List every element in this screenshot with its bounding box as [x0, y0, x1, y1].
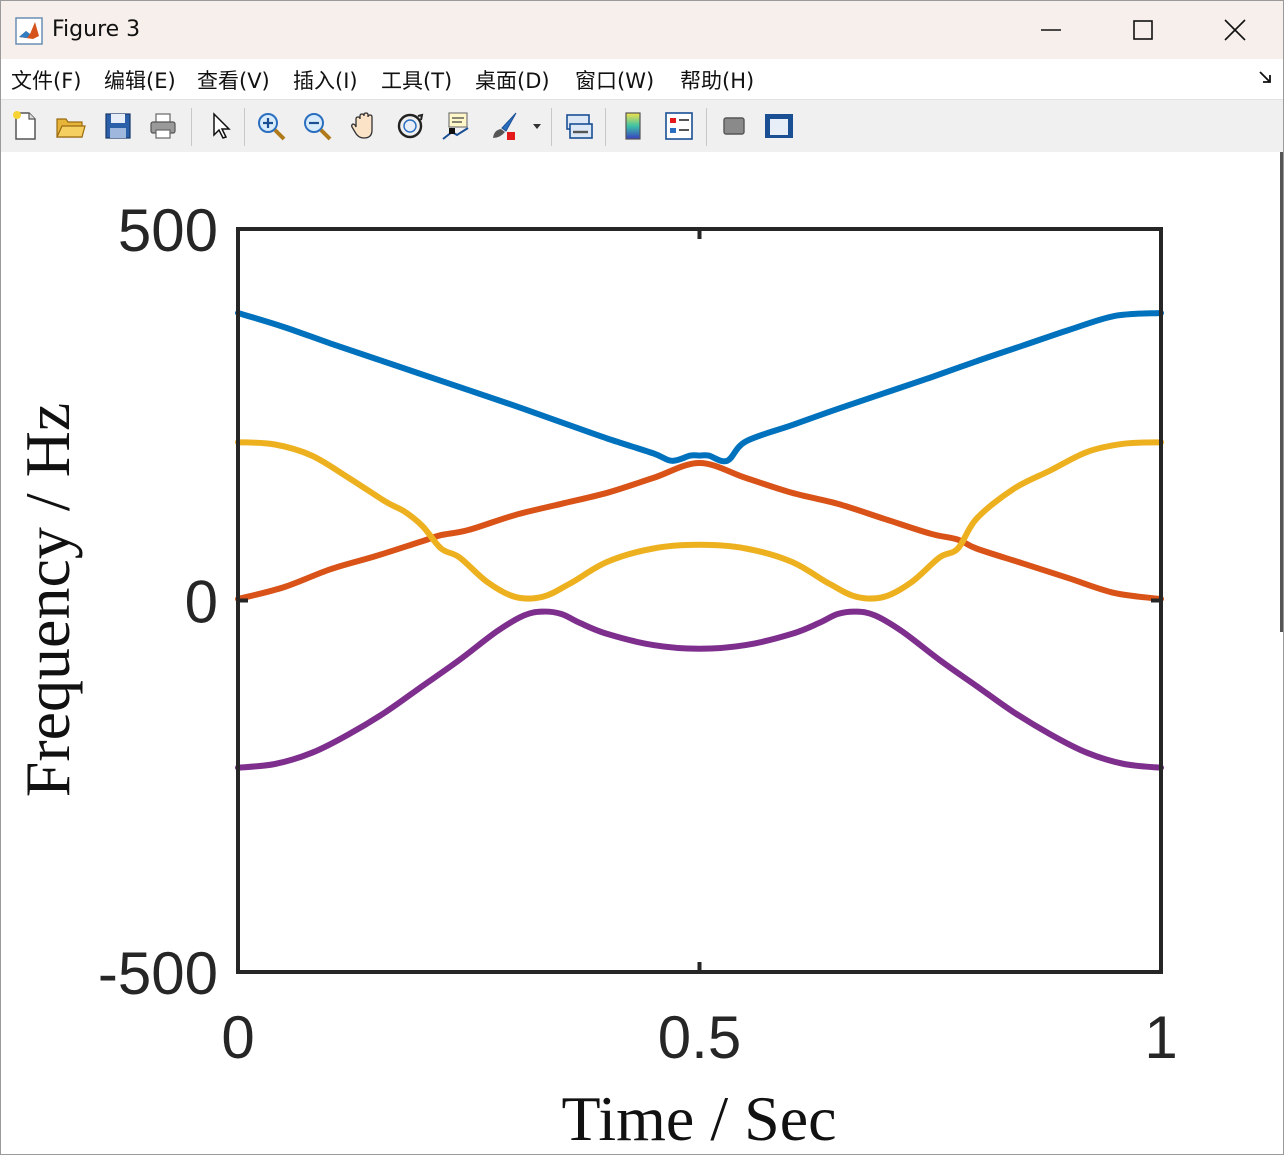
data-cursor-button[interactable]: [438, 108, 474, 144]
pointer-icon: [213, 112, 231, 139]
data-cursor-icon: [442, 112, 469, 140]
print-icon: [150, 113, 176, 139]
matlab-logo-icon: [15, 17, 43, 45]
toolbar-separator: [605, 108, 606, 146]
zoom-in-icon: [258, 113, 286, 141]
hide-plot-tools-button[interactable]: [715, 108, 751, 144]
maximize-button[interactable]: [1097, 1, 1189, 59]
title-bar[interactable]: Figure 3: [1, 1, 1283, 59]
new-figure-icon: [13, 111, 36, 140]
zoom-in-button[interactable]: [253, 108, 289, 144]
window-title: Figure 3: [52, 17, 141, 42]
rotate-3d-button[interactable]: [392, 108, 428, 144]
legend-button[interactable]: [661, 108, 697, 144]
menu-window[interactable]: 窗口(W): [575, 69, 655, 93]
toolbar-separator: [244, 108, 245, 146]
x-tick-label: 1: [1144, 1004, 1177, 1071]
toolbar-separator: [551, 108, 552, 146]
show-plot-tools-icon: [765, 114, 793, 138]
x-tick-label: 0.5: [658, 1004, 741, 1071]
menu-desktop[interactable]: 桌面(D): [475, 69, 550, 93]
save-icon: [105, 113, 131, 139]
menu-file[interactable]: 文件(F): [11, 69, 82, 93]
pan-hand-icon: [351, 112, 373, 139]
x-tick-label: 0: [221, 1004, 254, 1071]
series-line-2[interactable]: [235, 460, 1164, 602]
dock-arrow-icon[interactable]: [1259, 71, 1273, 85]
figure-toolbar: [1, 99, 1283, 153]
close-icon: [1224, 19, 1246, 41]
close-button[interactable]: [1189, 1, 1281, 59]
y-tick-label: 500: [118, 197, 218, 264]
series-line-1[interactable]: [235, 310, 1164, 465]
print-button[interactable]: [145, 108, 181, 144]
legend-icon: [665, 112, 693, 140]
zoom-out-icon: [304, 113, 332, 141]
minimize-button[interactable]: [1005, 1, 1097, 59]
y-axis-label: Frequency / Hz: [12, 403, 83, 798]
zoom-out-button[interactable]: [299, 108, 335, 144]
colorbar-button[interactable]: [615, 108, 651, 144]
hide-plot-tools-icon: [723, 117, 745, 135]
window-edge: [1280, 152, 1283, 632]
open-file-button[interactable]: [52, 108, 88, 144]
maximize-icon: [1133, 20, 1153, 40]
pointer-button[interactable]: [202, 108, 238, 144]
link-plot-icon: [566, 114, 593, 139]
minimize-icon: [1041, 29, 1061, 31]
colorbar-icon: [625, 112, 641, 140]
y-tick-label: -500: [98, 940, 218, 1007]
menu-help[interactable]: 帮助(H): [680, 69, 755, 93]
menu-view[interactable]: 查看(V): [197, 69, 270, 93]
toolbar-separator: [706, 108, 707, 146]
brush-dropdown[interactable]: [527, 108, 547, 144]
menu-bar: 文件(F) 编辑(E) 查看(V) 插入(I) 工具(T) 桌面(D) 窗口(W…: [1, 59, 1283, 99]
save-button[interactable]: [100, 108, 136, 144]
menu-tools[interactable]: 工具(T): [381, 69, 453, 93]
figure-canvas[interactable]: 0 0.5 1 -500 0 500 Time / Sec Frequency / Hz: [1, 152, 1283, 1154]
show-plot-tools-button[interactable]: [760, 108, 796, 144]
menu-edit[interactable]: 编辑(E): [104, 69, 176, 93]
menu-insert[interactable]: 插入(I): [293, 69, 358, 93]
axes-box: [236, 227, 1163, 974]
brush-button[interactable]: [486, 108, 522, 144]
brush-icon: [493, 112, 517, 140]
pan-button[interactable]: [346, 108, 382, 144]
y-tick-label: 0: [185, 569, 218, 636]
rotate-3d-icon: [397, 113, 424, 139]
link-plot-button[interactable]: [561, 108, 597, 144]
toolbar-separator: [191, 108, 192, 146]
x-axis-label: Time / Sec: [562, 1083, 837, 1154]
new-figure-button[interactable]: [7, 108, 43, 144]
chevron-down-icon: [533, 124, 541, 129]
open-file-icon: [56, 118, 86, 138]
series-line-3[interactable]: [235, 439, 1164, 602]
series-line-4[interactable]: [235, 608, 1164, 771]
